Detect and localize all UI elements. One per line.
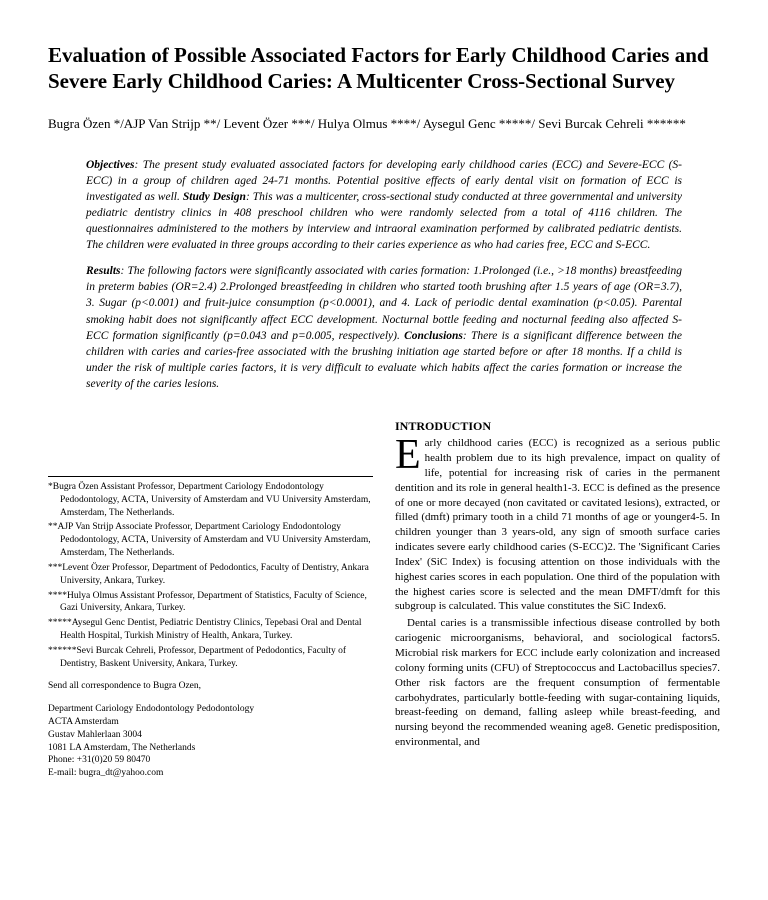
abstract-label-objectives: Objectives (86, 159, 135, 171)
correspondence-line: 1081 LA Amsterdam, The Netherlands (48, 742, 373, 755)
correspondence-line: Department Cariology Endodontology Pedod… (48, 703, 373, 716)
right-column: INTRODUCTION Early childhood caries (ECC… (395, 418, 720, 780)
abstract-block: Objectives: The present study evaluated … (86, 157, 682, 392)
correspondence-line: Gustav Mahlerlaan 3004 (48, 729, 373, 742)
abstract-label-conclusions: Conclusions (404, 330, 463, 342)
intro-text-1: arly childhood caries (ECC) is recognize… (395, 437, 720, 612)
abstract-paragraph-1: Objectives: The present study evaluated … (86, 157, 682, 254)
affiliation-item: ****Hulya Olmus Assistant Professor, Dep… (48, 590, 373, 616)
correspondence-line: E-mail: bugra_dt@yahoo.com (48, 767, 373, 780)
author-list: Bugra Özen */AJP Van Strijp **/ Levent Ö… (48, 115, 720, 133)
article-title: Evaluation of Possible Associated Factor… (48, 42, 720, 95)
intro-paragraph-1: Early childhood caries (ECC) is recogniz… (395, 436, 720, 614)
abstract-label-results: Results (86, 265, 121, 277)
affiliation-item: *****Aysegul Genc Dentist, Pediatric Den… (48, 617, 373, 643)
affiliation-item: **AJP Van Strijp Associate Professor, De… (48, 521, 373, 559)
two-column-layout: *Bugra Özen Assistant Professor, Departm… (48, 418, 720, 780)
correspondence-intro: Send all correspondence to Bugra Ozen, (48, 680, 373, 693)
section-heading-introduction: INTRODUCTION (395, 418, 720, 434)
affiliation-item: ***Levent Özer Professor, Department of … (48, 562, 373, 588)
abstract-label-design: Study Design (183, 191, 246, 203)
correspondence-block: Send all correspondence to Bugra Ozen, D… (48, 680, 373, 780)
affiliation-item: ******Sevi Burcak Cehreli, Professor, De… (48, 645, 373, 671)
intro-paragraph-2: Dental caries is a transmissible infecti… (395, 616, 720, 750)
abstract-paragraph-2: Results: The following factors were sign… (86, 263, 682, 392)
correspondence-line: ACTA Amsterdam (48, 716, 373, 729)
left-column: *Bugra Özen Assistant Professor, Departm… (48, 418, 373, 780)
affiliation-item: *Bugra Özen Assistant Professor, Departm… (48, 481, 373, 519)
correspondence-line: Phone: +31(0)20 59 80470 (48, 754, 373, 767)
dropcap-letter: E (395, 436, 425, 474)
affiliation-rule (48, 476, 373, 477)
